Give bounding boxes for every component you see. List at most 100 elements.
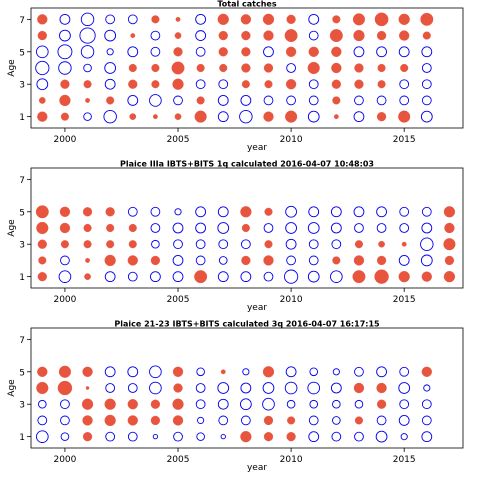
bubble-age2-2011 xyxy=(308,415,319,426)
bubble-age4-2014 xyxy=(376,223,387,233)
bubble-age7-2002 xyxy=(105,14,116,25)
bubble-age3-2006 xyxy=(195,399,206,410)
bubble-age5-2007 xyxy=(217,206,229,218)
bubble-age4-2005 xyxy=(173,383,183,393)
bubble-age2-2003 xyxy=(127,255,138,266)
bubble-age3-2004 xyxy=(151,239,160,249)
bubble-age5-2013 xyxy=(353,46,365,58)
bubble-age6-2010 xyxy=(284,29,298,43)
bubble-age2-2005 xyxy=(172,255,184,266)
bubble-age1-2010 xyxy=(285,110,298,123)
bubble-age4-2014 xyxy=(376,382,387,394)
bubble-age1-2001 xyxy=(83,112,92,121)
bubble-age4-2005 xyxy=(171,61,185,75)
bubble-age3-2007 xyxy=(218,239,229,250)
bubble-age1-2010 xyxy=(284,269,299,284)
bubble-age4-2015 xyxy=(398,382,411,394)
x-axis-label: year xyxy=(247,143,267,153)
bubble-age3-2002 xyxy=(106,240,115,249)
bubble-age2-2016 xyxy=(420,254,433,267)
bubble-age1-2004 xyxy=(149,271,161,283)
bubble-age2-2002 xyxy=(106,96,115,105)
bubble-age7-2006 xyxy=(195,13,207,25)
bubble-age4-2000 xyxy=(57,380,73,396)
bubble-age1-2005 xyxy=(173,431,183,442)
bubble-age4-2011 xyxy=(307,222,320,234)
bubble-age4-2007 xyxy=(219,63,228,73)
bubble-age2-2014 xyxy=(376,95,387,106)
bubble-age2-2015 xyxy=(398,415,410,426)
bubble-age1-2008 xyxy=(239,109,253,124)
bubble-age1-2012 xyxy=(330,270,343,283)
bubble-age7-2000 xyxy=(59,13,71,25)
bubble-age2-2015 xyxy=(399,95,410,106)
y-tick-label: 3 xyxy=(19,81,25,91)
x-tick-label: 2015 xyxy=(393,135,416,145)
bubble-age3-2003 xyxy=(128,79,138,89)
bubble-age3-2001 xyxy=(83,80,92,89)
bubble-age2-2001 xyxy=(85,98,90,103)
bubble-age6-2001 xyxy=(79,27,96,44)
bubble-age5-2008 xyxy=(242,368,250,376)
bubble-age3-2015 xyxy=(401,241,407,247)
bubble-age3-2000 xyxy=(60,399,70,410)
bubble-age4-1999 xyxy=(36,381,49,395)
bubble-age3-2009 xyxy=(264,80,273,89)
bubble-age2-1999 xyxy=(38,256,47,265)
bubble-age6-2013 xyxy=(353,29,365,42)
bubble-age5-2014 xyxy=(376,206,387,218)
bubble-age7-2008 xyxy=(240,14,252,25)
bubble-age1-2003 xyxy=(127,431,138,442)
bubble-age5-2011 xyxy=(308,46,319,57)
bubble-age5-2014 xyxy=(376,366,387,378)
bubble-age1-2004 xyxy=(152,433,159,440)
bubble-age4-2010 xyxy=(284,381,298,395)
bubble-age3-2016 xyxy=(420,237,434,251)
bubble-age2-2009 xyxy=(263,95,274,106)
bubble-age1-2007 xyxy=(217,111,229,123)
bubble-age5-2012 xyxy=(331,46,342,57)
bubble-age1-2005 xyxy=(172,271,184,283)
y-tick-label: 3 xyxy=(19,241,25,251)
bubble-age5-2007 xyxy=(220,369,226,375)
bubble-age3-2002 xyxy=(104,398,116,410)
bubble-age5-2006 xyxy=(196,367,205,377)
bubble-age2-2000 xyxy=(59,94,71,107)
plot-frame xyxy=(30,7,464,129)
bubble-age7-2005 xyxy=(175,16,181,22)
bubble-age7-2013 xyxy=(352,13,366,26)
bubble-age3-1999 xyxy=(38,399,47,409)
bubble-age2-1999 xyxy=(37,415,48,426)
bubble-age3-2013 xyxy=(354,79,364,89)
bubble-age3-2009 xyxy=(264,240,273,249)
bubble-age5-2010 xyxy=(285,366,297,378)
bubble-age7-1999 xyxy=(37,14,48,25)
bubble-age1-2006 xyxy=(194,270,208,284)
bubble-age1-2009 xyxy=(263,271,274,282)
x-tick-label: 2000 xyxy=(53,135,76,145)
bubble-age2-2010 xyxy=(286,95,296,106)
bubble-age6-2009 xyxy=(263,30,274,41)
bubble-age5-2002 xyxy=(104,366,116,378)
bubble-age1-2006 xyxy=(194,110,207,123)
bubble-age1-2006 xyxy=(196,432,205,441)
bubble-age5-2013 xyxy=(353,206,365,218)
bubble-age3-2012 xyxy=(332,399,341,409)
bubble-age5-2004 xyxy=(150,206,161,217)
bubble-age5-1999 xyxy=(35,205,49,219)
bubble-age4-2007 xyxy=(217,382,230,394)
bubble-age5-2008 xyxy=(240,206,252,218)
bubble-age4-2002 xyxy=(104,62,117,74)
bubble-age4-2010 xyxy=(286,63,296,73)
bubble-age6-2006 xyxy=(195,30,207,41)
bubble-age5-2016 xyxy=(421,46,433,58)
bubble-age1-1999 xyxy=(37,272,47,282)
bubble-age2-2012 xyxy=(332,256,341,265)
bubble-age2-2012 xyxy=(332,96,341,105)
bubble-age4-2006 xyxy=(195,383,206,393)
bubble-age5-2012 xyxy=(330,206,342,218)
plot-frame xyxy=(30,327,464,449)
bubble-age5-2013 xyxy=(354,366,364,377)
bubble-age3-2014 xyxy=(377,80,386,89)
bubble-age5-2001 xyxy=(82,366,93,377)
